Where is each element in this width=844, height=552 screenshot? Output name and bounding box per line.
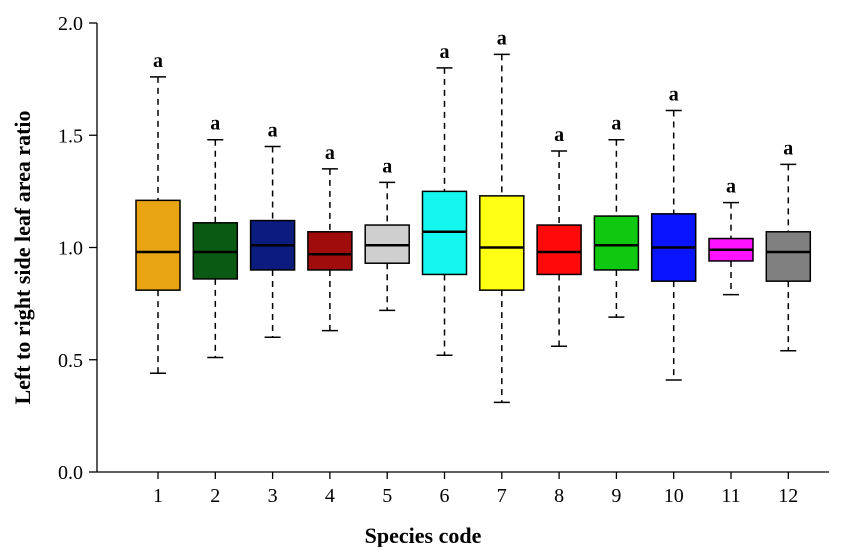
x-axis-title: Species code <box>365 523 482 547</box>
box-group-1: a <box>135 50 181 374</box>
box-group-9: a <box>593 113 640 318</box>
significance-label: a <box>440 41 450 63</box>
x-tick-label: 1 <box>153 485 163 507</box>
significance-label: a <box>783 137 793 159</box>
x-tick-label: 12 <box>778 485 798 507</box>
y-tick-label: 0.5 <box>58 350 83 372</box>
tick-labels: 0.00.51.01.52.01 2 3 4 5 6 7 8 9 10 11 12 <box>58 13 798 507</box>
significance-label: a <box>210 113 220 135</box>
significance-label: a <box>611 113 621 135</box>
significance-label: a <box>554 124 564 146</box>
box-iqr <box>593 215 640 271</box>
box-group-4: a <box>307 142 353 332</box>
x-tick-label: 3 <box>268 485 278 507</box>
box-group-11: a <box>708 176 754 296</box>
box-group-12: a <box>765 137 812 352</box>
significance-label: a <box>268 119 278 141</box>
significance-label: a <box>153 50 163 72</box>
x-tick-label: 9 <box>611 485 621 507</box>
x-tick-label: 5 <box>382 485 392 507</box>
box-iqr <box>536 224 582 276</box>
box-group-8: a <box>536 124 582 348</box>
box-group-5: a <box>364 155 410 312</box>
box-group-7: a <box>479 27 525 404</box>
box-group-3: a <box>249 119 296 339</box>
significance-label: a <box>325 142 335 164</box>
x-tick-label: 11 <box>721 485 740 507</box>
x-tick-label: 8 <box>554 485 564 507</box>
y-tick-label: 0.0 <box>58 462 83 484</box>
y-tick-label: 2.0 <box>58 13 83 35</box>
box-iqr <box>307 231 353 271</box>
x-tick-label: 2 <box>210 485 220 507</box>
box-series: a a a a a a a a a a a a <box>135 27 812 404</box>
x-tick-label: 4 <box>325 485 335 507</box>
axes <box>89 22 829 479</box>
significance-label: a <box>726 176 736 198</box>
box-group-10: a <box>650 84 697 381</box>
y-axis-title: Left to right side leaf area ratio <box>10 110 35 404</box>
box-iqr <box>765 231 812 282</box>
significance-label: a <box>497 27 507 49</box>
box-iqr <box>135 199 181 291</box>
box-group-2: a <box>192 113 239 359</box>
x-tick-label: 6 <box>440 485 450 507</box>
x-tick-label: 7 <box>497 485 507 507</box>
box-group-6: a <box>421 41 468 357</box>
y-tick-label: 1.0 <box>58 238 83 260</box>
significance-label: a <box>669 84 679 106</box>
x-tick-label: 10 <box>664 485 684 507</box>
y-tick-label: 1.5 <box>58 125 83 147</box>
significance-label: a <box>382 155 392 177</box>
box-iqr <box>479 195 525 291</box>
